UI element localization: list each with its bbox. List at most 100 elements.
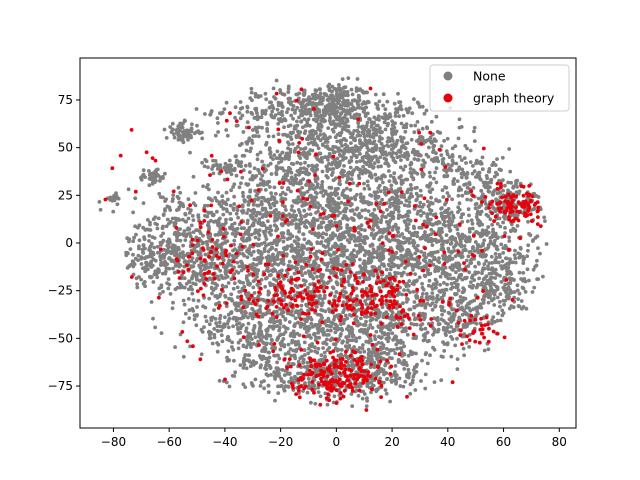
data-point: [289, 175, 294, 180]
data-point: [216, 121, 220, 125]
data-point: [170, 121, 175, 126]
data-point: [376, 176, 381, 180]
data-point: [176, 262, 181, 266]
data-point: [447, 216, 452, 221]
data-point: [238, 100, 243, 104]
data-point: [445, 136, 450, 141]
data-point: [489, 254, 494, 259]
data-point: [211, 164, 216, 168]
data-point: [221, 324, 226, 328]
data-point: [446, 207, 451, 211]
data-point: [239, 164, 244, 169]
data-point: [477, 223, 482, 228]
data-point: [432, 143, 437, 148]
data-point: [399, 178, 404, 183]
data-point: [465, 219, 470, 224]
data-point: [418, 188, 423, 193]
data-point: [356, 213, 361, 218]
data-point: [470, 221, 475, 226]
data-point: [160, 240, 165, 245]
data-point: [458, 236, 463, 241]
data-point: [449, 222, 454, 227]
data-point: [310, 148, 315, 153]
data-point: [431, 262, 436, 267]
data-point: [409, 233, 414, 238]
data-point: [313, 205, 318, 209]
data-point: [295, 119, 299, 124]
data-point: [385, 143, 389, 148]
data-point: [373, 172, 378, 177]
data-point: [299, 147, 303, 151]
data-point: [181, 140, 186, 145]
data-point: [215, 328, 220, 333]
data-point: [173, 345, 178, 349]
data-point: [274, 78, 279, 83]
data-point: [246, 218, 250, 223]
data-point: [299, 101, 304, 105]
data-point: [238, 330, 243, 335]
data-point: [286, 96, 291, 101]
data-point: [370, 147, 375, 151]
data-point: [218, 324, 222, 329]
data-point: [425, 214, 430, 219]
data-point: [239, 226, 244, 231]
data-point: [302, 237, 307, 242]
data-point: [310, 231, 314, 236]
data-point: [366, 209, 371, 214]
data-point: [370, 242, 375, 247]
data-point: [439, 206, 443, 211]
data-point: [299, 104, 304, 109]
data-point: [434, 114, 439, 119]
data-point: [313, 97, 318, 101]
data-point: [454, 261, 458, 266]
data-point: [466, 254, 471, 259]
data-point: [289, 208, 294, 212]
data-point: [419, 193, 424, 198]
data-point: [297, 153, 301, 158]
data-point: [147, 239, 151, 243]
data-point: [512, 253, 517, 257]
data-point: [207, 322, 212, 327]
data-point: [357, 94, 361, 99]
data-point: [363, 228, 367, 233]
data-point: [411, 168, 416, 173]
data-point: [153, 325, 158, 330]
data-point: [176, 196, 181, 201]
data-point: [447, 225, 452, 230]
data-point: [320, 183, 324, 187]
data-point: [289, 189, 293, 194]
data-point: [415, 171, 420, 176]
data-point: [349, 141, 353, 146]
data-point: [139, 177, 144, 182]
data-point: [148, 228, 153, 232]
data-point: [381, 144, 386, 149]
data-point: [310, 102, 314, 107]
data-point: [402, 288, 406, 292]
data-point: [436, 266, 441, 271]
data-point: [331, 167, 336, 171]
data-point: [150, 235, 155, 240]
data-point: [256, 268, 261, 273]
data-point: [166, 277, 171, 281]
data-point: [469, 218, 474, 223]
data-point: [167, 256, 172, 260]
data-point: [254, 193, 259, 198]
data-point: [404, 228, 409, 232]
data-point: [268, 205, 273, 210]
data-point: [403, 266, 407, 270]
data-point: [491, 229, 495, 234]
data-point: [186, 197, 191, 202]
data-point: [380, 214, 385, 219]
data-point: [445, 271, 449, 276]
data-point: [189, 223, 194, 228]
data-point: [139, 262, 144, 266]
data-point: [253, 115, 257, 120]
data-point: [319, 190, 323, 195]
data-point: [125, 251, 130, 255]
data-point: [148, 172, 152, 177]
data-point: [301, 177, 306, 182]
data-point: [509, 228, 513, 233]
data-point: [249, 90, 254, 95]
data-point: [434, 151, 438, 156]
data-point: [306, 141, 311, 146]
